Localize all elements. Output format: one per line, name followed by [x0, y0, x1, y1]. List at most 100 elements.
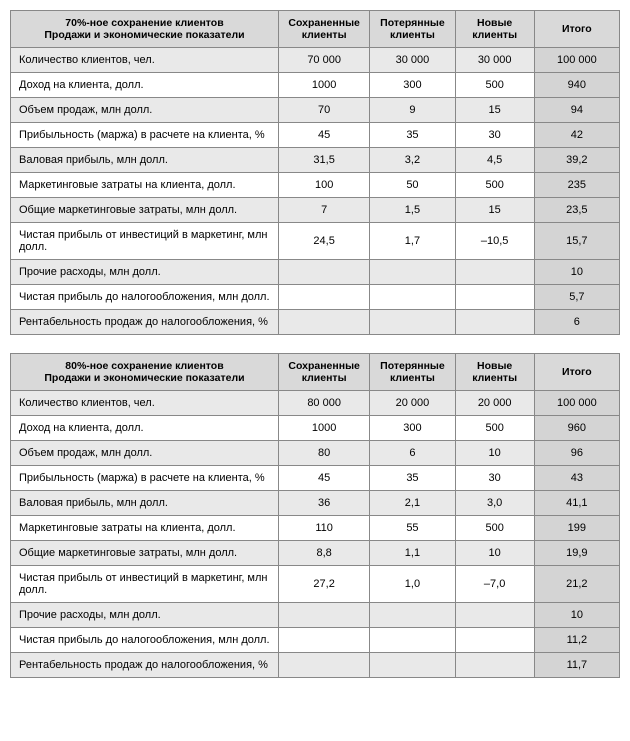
- row-total: 11,2: [534, 628, 619, 653]
- row-value: 24,5: [278, 223, 369, 260]
- row-value: 1,7: [370, 223, 455, 260]
- row-value: [278, 285, 369, 310]
- row-total: 235: [534, 173, 619, 198]
- table-row: Чистая прибыль от инвестиций в маркетинг…: [11, 566, 620, 603]
- data-table-0: 70%-ное сохранение клиентовПродажи и эко…: [10, 10, 620, 335]
- row-total: 960: [534, 416, 619, 441]
- row-value: [455, 653, 534, 678]
- row-value: 2,1: [370, 491, 455, 516]
- column-header-2: Новые клиенты: [455, 11, 534, 48]
- row-value: 27,2: [278, 566, 369, 603]
- row-total: 100 000: [534, 48, 619, 73]
- column-header-1: Потерянные клиенты: [370, 11, 455, 48]
- row-label: Рентабельность продаж до налогообложения…: [11, 310, 279, 335]
- row-value: 30 000: [455, 48, 534, 73]
- row-value: [455, 603, 534, 628]
- table-row: Доход на клиента, долл.1000300500940: [11, 73, 620, 98]
- row-value: 70: [278, 98, 369, 123]
- table-row: Прибыльность (маржа) в расчете на клиент…: [11, 466, 620, 491]
- row-value: 500: [455, 416, 534, 441]
- data-table-1: 80%-ное сохранение клиентовПродажи и эко…: [10, 353, 620, 678]
- row-label: Доход на клиента, долл.: [11, 416, 279, 441]
- row-value: 3,2: [370, 148, 455, 173]
- row-total: 10: [534, 260, 619, 285]
- row-label: Общие маркетинговые затраты, млн долл.: [11, 541, 279, 566]
- row-value: 1000: [278, 73, 369, 98]
- table-row: Рентабельность продаж до налогообложения…: [11, 653, 620, 678]
- table-row: Чистая прибыль до налогообложения, млн д…: [11, 285, 620, 310]
- row-value: [455, 310, 534, 335]
- row-value: [278, 628, 369, 653]
- row-value: [455, 285, 534, 310]
- row-label: Объем продаж, млн долл.: [11, 441, 279, 466]
- table-row: Валовая прибыль, млн долл.31,53,24,539,2: [11, 148, 620, 173]
- row-value: 4,5: [455, 148, 534, 173]
- row-value: [370, 260, 455, 285]
- tables-container: 70%-ное сохранение клиентовПродажи и эко…: [10, 10, 620, 678]
- row-value: 1,1: [370, 541, 455, 566]
- row-value: 100: [278, 173, 369, 198]
- row-value: 80: [278, 441, 369, 466]
- row-value: 20 000: [370, 391, 455, 416]
- row-label: Объем продаж, млн долл.: [11, 98, 279, 123]
- row-value: [278, 260, 369, 285]
- row-value: 1,5: [370, 198, 455, 223]
- row-value: 6: [370, 441, 455, 466]
- row-value: 110: [278, 516, 369, 541]
- header-line1: 80%-ное сохранение клиентов: [17, 360, 272, 372]
- row-label: Прибыльность (маржа) в расчете на клиент…: [11, 466, 279, 491]
- header-line2: Продажи и экономические показатели: [17, 372, 272, 384]
- row-total: 5,7: [534, 285, 619, 310]
- row-label: Чистая прибыль от инвестиций в маркетинг…: [11, 223, 279, 260]
- table-row: Общие маркетинговые затраты, млн долл.71…: [11, 198, 620, 223]
- row-label: Прочие расходы, млн долл.: [11, 260, 279, 285]
- row-total: 199: [534, 516, 619, 541]
- row-value: [455, 628, 534, 653]
- row-value: 20 000: [455, 391, 534, 416]
- table-row: Прочие расходы, млн долл. 10: [11, 260, 620, 285]
- row-value: 500: [455, 73, 534, 98]
- row-value: 35: [370, 466, 455, 491]
- row-value: 300: [370, 416, 455, 441]
- table-row: Чистая прибыль от инвестиций в маркетинг…: [11, 223, 620, 260]
- row-value: 8,8: [278, 541, 369, 566]
- header-line1: 70%-ное сохранение клиентов: [17, 17, 272, 29]
- table-row: Прочие расходы, млн долл.10: [11, 603, 620, 628]
- row-value: 70 000: [278, 48, 369, 73]
- row-total: 21,2: [534, 566, 619, 603]
- row-value: 31,5: [278, 148, 369, 173]
- row-value: 7: [278, 198, 369, 223]
- row-label: Общие маркетинговые затраты, млн долл.: [11, 198, 279, 223]
- row-value: –10,5: [455, 223, 534, 260]
- table-row: Рентабельность продаж до налогообложения…: [11, 310, 620, 335]
- table-row: Общие маркетинговые затраты, млн долл.8,…: [11, 541, 620, 566]
- table-row: Доход на клиента, долл.1000300500960: [11, 416, 620, 441]
- column-header-3: Итого: [534, 11, 619, 48]
- row-value: 10: [455, 541, 534, 566]
- row-value: 10: [455, 441, 534, 466]
- row-value: 45: [278, 123, 369, 148]
- row-value: 1,0: [370, 566, 455, 603]
- row-value: 500: [455, 516, 534, 541]
- row-value: 36: [278, 491, 369, 516]
- table-row: Валовая прибыль, млн долл.362,13,041,1: [11, 491, 620, 516]
- row-value: 3,0: [455, 491, 534, 516]
- row-label: Чистая прибыль до налогообложения, млн д…: [11, 285, 279, 310]
- table-row: Объем продаж, млн долл.8061096: [11, 441, 620, 466]
- row-value: 30: [455, 123, 534, 148]
- row-label: Валовая прибыль, млн долл.: [11, 491, 279, 516]
- row-label: Чистая прибыль до налогообложения, млн д…: [11, 628, 279, 653]
- row-total: 43: [534, 466, 619, 491]
- row-label: Маркетинговые затраты на клиента, долл.: [11, 516, 279, 541]
- row-value: 80 000: [278, 391, 369, 416]
- row-label: Маркетинговые затраты на клиента, долл.: [11, 173, 279, 198]
- table-row: Количество клиентов, чел.70 00030 00030 …: [11, 48, 620, 73]
- column-header-3: Итого: [534, 354, 619, 391]
- table-row: Прибыльность (маржа) в расчете на клиент…: [11, 123, 620, 148]
- row-value: [278, 653, 369, 678]
- row-total: 96: [534, 441, 619, 466]
- row-value: 55: [370, 516, 455, 541]
- row-value: 300: [370, 73, 455, 98]
- header-line2: Продажи и экономические показатели: [17, 29, 272, 41]
- column-header-0: Сохраненные клиенты: [278, 354, 369, 391]
